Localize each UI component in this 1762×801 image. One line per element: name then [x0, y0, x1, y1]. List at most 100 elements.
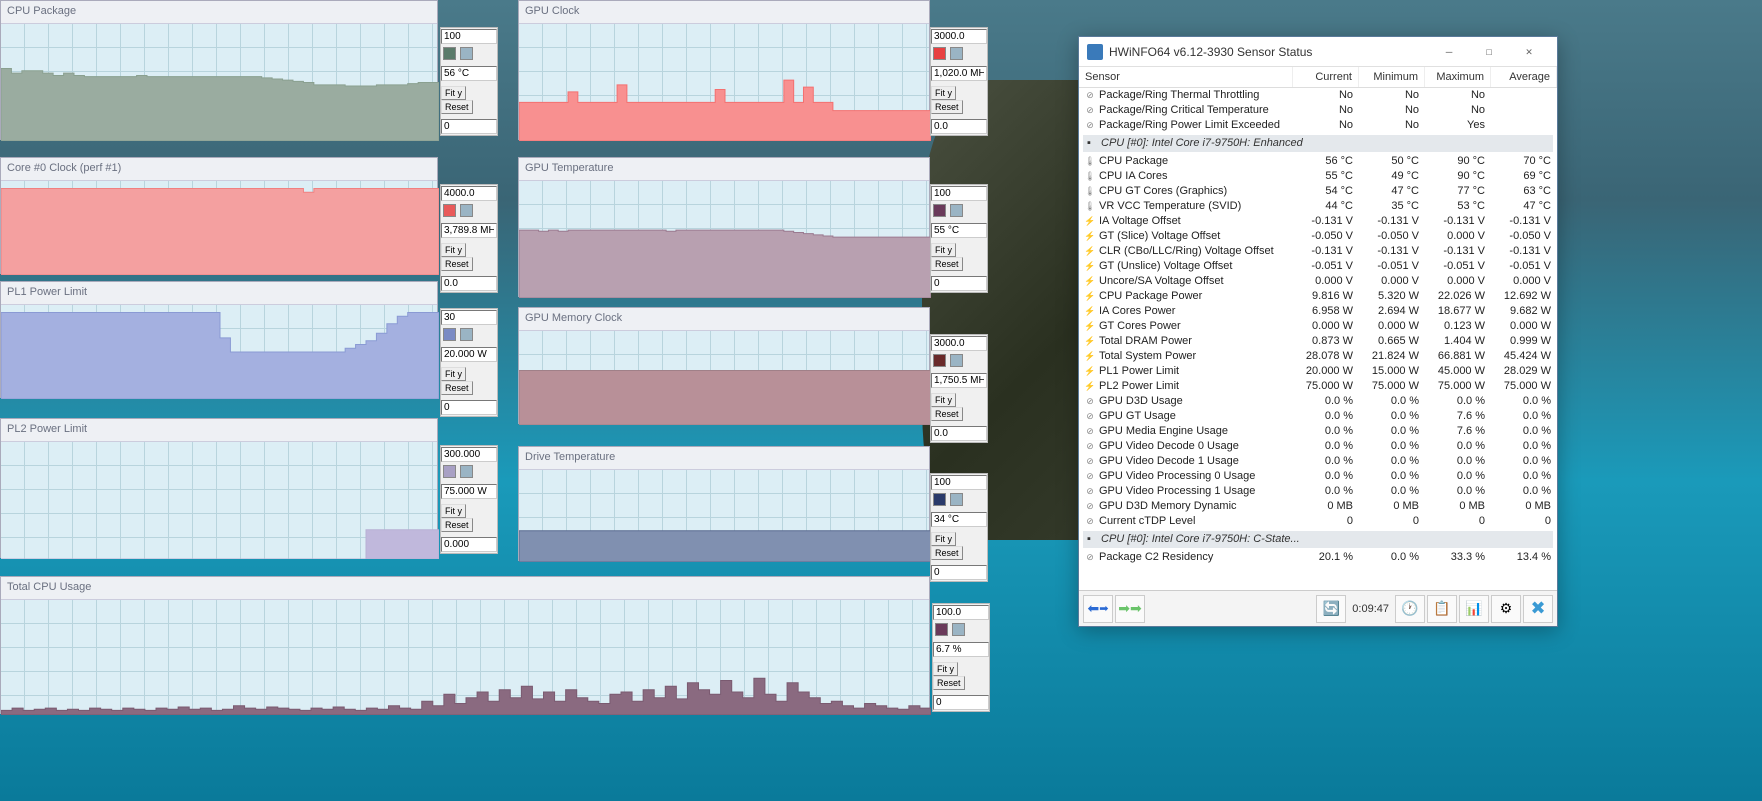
clock-button[interactable]: 🕐 — [1395, 595, 1425, 623]
sensor-row[interactable]: ⊘ GPU Media Engine Usage 0.0 % 0.0 % 7.6… — [1079, 424, 1557, 439]
reset-button[interactable]: Reset — [441, 381, 473, 395]
report-button[interactable]: 📊 — [1459, 595, 1489, 623]
max-input[interactable] — [441, 310, 497, 325]
color-swatch-2[interactable] — [950, 354, 963, 367]
color-swatch-2[interactable] — [950, 204, 963, 217]
current-input[interactable] — [931, 373, 987, 388]
fity-button[interactable]: Fit y — [441, 86, 466, 100]
current-input[interactable] — [441, 223, 497, 238]
log-button[interactable]: 📋 — [1427, 595, 1457, 623]
maximize-button[interactable]: ☐ — [1469, 40, 1509, 64]
nav-fwd-button[interactable]: ➡➡ — [1115, 595, 1145, 623]
sensor-row[interactable]: ⚡ Total DRAM Power 0.873 W 0.665 W 1.404… — [1079, 334, 1557, 349]
sensor-row[interactable]: ⊘ Package/Ring Thermal Throttling No No … — [1079, 88, 1557, 103]
sensor-row[interactable]: ⚡ PL1 Power Limit 20.000 W 15.000 W 45.0… — [1079, 364, 1557, 379]
sensor-group[interactable]: ▪CPU [#0]: Intel Core i7-9750H: Enhanced — [1083, 135, 1553, 152]
titlebar[interactable]: HWiNFO64 v6.12-3930 Sensor Status — ☐ ✕ — [1079, 37, 1557, 67]
max-input[interactable] — [441, 447, 497, 462]
fity-button[interactable]: Fit y — [931, 393, 956, 407]
color-swatch-1[interactable] — [933, 354, 946, 367]
max-input[interactable] — [931, 475, 987, 490]
current-input[interactable] — [933, 642, 989, 657]
sensor-row[interactable]: ⚡ GT (Slice) Voltage Offset -0.050 V -0.… — [1079, 229, 1557, 244]
fity-button[interactable]: Fit y — [441, 243, 466, 257]
color-swatch-2[interactable] — [950, 47, 963, 60]
sensor-group[interactable]: ▪CPU [#0]: Intel Core i7-9750H: C-State.… — [1083, 531, 1553, 548]
reset-button[interactable]: Reset — [441, 518, 473, 532]
fity-button[interactable]: Fit y — [441, 504, 466, 518]
color-swatch-2[interactable] — [460, 465, 473, 478]
reset-button[interactable]: Reset — [933, 676, 965, 690]
fity-button[interactable]: Fit y — [931, 532, 956, 546]
max-input[interactable] — [441, 186, 497, 201]
sensor-row[interactable]: ⊘ GPU Video Processing 0 Usage 0.0 % 0.0… — [1079, 469, 1557, 484]
sensor-row[interactable]: 🌡 CPU GT Cores (Graphics) 54 °C 47 °C 77… — [1079, 184, 1557, 199]
exit-button[interactable]: ✖ — [1523, 595, 1553, 623]
current-input[interactable] — [931, 223, 987, 238]
min-input[interactable] — [441, 119, 497, 134]
color-swatch-1[interactable] — [933, 47, 946, 60]
sensor-row[interactable]: ⚡ PL2 Power Limit 75.000 W 75.000 W 75.0… — [1079, 379, 1557, 394]
min-input[interactable] — [441, 276, 497, 291]
sensor-row[interactable]: ⊘ GPU Video Processing 1 Usage 0.0 % 0.0… — [1079, 484, 1557, 499]
color-swatch-1[interactable] — [443, 328, 456, 341]
color-swatch-1[interactable] — [933, 493, 946, 506]
sensor-row[interactable]: ⊘ GPU D3D Usage 0.0 % 0.0 % 0.0 % 0.0 % — [1079, 394, 1557, 409]
reset-button[interactable]: Reset — [931, 546, 963, 560]
sensor-row[interactable]: ⚡ CLR (CBo/LLC/Ring) Voltage Offset -0.1… — [1079, 244, 1557, 259]
color-swatch-2[interactable] — [952, 623, 965, 636]
current-input[interactable] — [441, 484, 497, 499]
sensor-row[interactable]: ⚡ CPU Package Power 9.816 W 5.320 W 22.0… — [1079, 289, 1557, 304]
min-input[interactable] — [931, 119, 987, 134]
sensor-row[interactable]: 🌡 CPU Package 56 °C 50 °C 90 °C 70 °C — [1079, 154, 1557, 169]
sensor-row[interactable]: ⚡ GT Cores Power 0.000 W 0.000 W 0.123 W… — [1079, 319, 1557, 334]
max-input[interactable] — [931, 336, 987, 351]
reset-button[interactable]: Reset — [931, 407, 963, 421]
color-swatch-1[interactable] — [933, 204, 946, 217]
reset-button[interactable]: Reset — [441, 100, 473, 114]
sensor-row[interactable]: 🌡 VR VCC Temperature (SVID) 44 °C 35 °C … — [1079, 199, 1557, 214]
max-input[interactable] — [441, 29, 497, 44]
sensor-row[interactable]: ⊘ Package/Ring Power Limit Exceeded No N… — [1079, 118, 1557, 133]
min-input[interactable] — [931, 276, 987, 291]
current-input[interactable] — [441, 66, 497, 81]
sensor-row[interactable]: ⊘ Package/Ring Critical Temperature No N… — [1079, 103, 1557, 118]
fity-button[interactable]: Fit y — [441, 367, 466, 381]
sensor-row[interactable]: 🌡 CPU IA Cores 55 °C 49 °C 90 °C 69 °C — [1079, 169, 1557, 184]
current-input[interactable] — [441, 347, 497, 362]
sensor-table-body[interactable]: ⊘ Package/Ring Thermal Throttling No No … — [1079, 88, 1557, 582]
sensor-row[interactable]: ⊘ Current cTDP Level 0 0 0 0 — [1079, 514, 1557, 529]
color-swatch-1[interactable] — [443, 204, 456, 217]
nav-back-button[interactable]: ⬅➡ — [1083, 595, 1113, 623]
color-swatch-1[interactable] — [443, 47, 456, 60]
sensor-row[interactable]: ⊘ GPU Video Decode 0 Usage 0.0 % 0.0 % 0… — [1079, 439, 1557, 454]
minimize-button[interactable]: — — [1429, 40, 1469, 64]
settings-button[interactable]: ⚙ — [1491, 595, 1521, 623]
fity-button[interactable]: Fit y — [931, 86, 956, 100]
min-input[interactable] — [441, 400, 497, 415]
current-input[interactable] — [931, 512, 987, 527]
max-input[interactable] — [931, 186, 987, 201]
reset-button[interactable]: Reset — [931, 100, 963, 114]
min-input[interactable] — [933, 695, 989, 710]
sensor-row[interactable]: ⊘ GPU GT Usage 0.0 % 0.0 % 7.6 % 0.0 % — [1079, 409, 1557, 424]
sensor-row[interactable]: ⚡ IA Cores Power 6.958 W 2.694 W 18.677 … — [1079, 304, 1557, 319]
color-swatch-1[interactable] — [935, 623, 948, 636]
min-input[interactable] — [441, 537, 497, 552]
sensor-row[interactable]: ⚡ Uncore/SA Voltage Offset 0.000 V 0.000… — [1079, 274, 1557, 289]
min-input[interactable] — [931, 565, 987, 580]
sensor-row[interactable]: ⚡ IA Voltage Offset -0.131 V -0.131 V -0… — [1079, 214, 1557, 229]
current-input[interactable] — [931, 66, 987, 81]
color-swatch-2[interactable] — [460, 328, 473, 341]
color-swatch-2[interactable] — [460, 47, 473, 60]
sensor-row[interactable]: ⚡ Total System Power 28.078 W 21.824 W 6… — [1079, 349, 1557, 364]
sensor-row[interactable]: ⊘ GPU Video Decode 1 Usage 0.0 % 0.0 % 0… — [1079, 454, 1557, 469]
reset-button[interactable]: Reset — [441, 257, 473, 271]
fity-button[interactable]: Fit y — [931, 243, 956, 257]
max-input[interactable] — [933, 605, 989, 620]
fity-button[interactable]: Fit y — [933, 662, 958, 676]
refresh-button[interactable]: 🔄 — [1316, 595, 1346, 623]
min-input[interactable] — [931, 426, 987, 441]
color-swatch-2[interactable] — [460, 204, 473, 217]
close-button[interactable]: ✕ — [1509, 40, 1549, 64]
